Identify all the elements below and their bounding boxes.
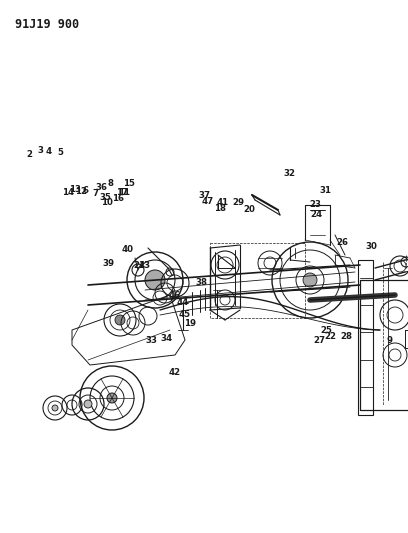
Text: 46: 46 xyxy=(169,292,181,300)
Text: 30: 30 xyxy=(365,242,377,251)
Text: 23: 23 xyxy=(309,200,322,208)
Text: 25: 25 xyxy=(320,326,333,335)
Text: 39: 39 xyxy=(102,260,114,268)
Text: 28: 28 xyxy=(340,333,352,341)
Text: 27: 27 xyxy=(313,336,326,344)
Text: 20: 20 xyxy=(244,205,256,214)
Text: 12: 12 xyxy=(75,188,87,196)
Bar xyxy=(210,243,305,318)
Text: 11: 11 xyxy=(118,189,131,197)
Text: 6: 6 xyxy=(83,187,89,195)
Text: 38: 38 xyxy=(195,278,207,287)
Text: 45: 45 xyxy=(178,310,191,319)
Text: 44: 44 xyxy=(177,298,189,307)
Bar xyxy=(358,260,373,415)
Text: 5: 5 xyxy=(58,148,63,157)
Text: 7: 7 xyxy=(93,189,99,198)
Text: 15: 15 xyxy=(122,180,135,188)
Text: 22: 22 xyxy=(324,333,337,341)
Text: 29: 29 xyxy=(233,198,245,207)
Circle shape xyxy=(145,270,165,290)
Text: 8: 8 xyxy=(108,180,114,188)
Bar xyxy=(405,330,408,348)
Text: 47: 47 xyxy=(202,197,214,206)
Text: 14: 14 xyxy=(62,189,75,197)
Text: 31: 31 xyxy=(319,187,332,195)
Text: 34: 34 xyxy=(160,334,173,343)
Text: 3: 3 xyxy=(38,147,44,155)
Text: 41: 41 xyxy=(217,198,229,207)
Text: 10: 10 xyxy=(101,198,113,207)
Text: 35: 35 xyxy=(99,193,111,201)
Text: 13: 13 xyxy=(69,185,82,194)
Text: 37: 37 xyxy=(199,191,211,200)
Circle shape xyxy=(115,315,125,325)
Circle shape xyxy=(303,273,317,287)
Text: 18: 18 xyxy=(214,205,226,213)
Text: 32: 32 xyxy=(284,169,296,177)
Circle shape xyxy=(84,400,92,408)
Text: 42: 42 xyxy=(169,368,181,376)
Text: 21: 21 xyxy=(133,261,146,270)
Text: 4: 4 xyxy=(45,147,51,156)
Text: 24: 24 xyxy=(310,210,322,219)
Text: 2: 2 xyxy=(27,150,32,159)
Text: 9: 9 xyxy=(387,336,392,344)
Text: 36: 36 xyxy=(95,183,107,192)
Text: 16: 16 xyxy=(112,195,124,203)
Text: 26: 26 xyxy=(337,238,349,247)
Text: 17: 17 xyxy=(116,189,129,197)
Circle shape xyxy=(107,393,117,403)
Text: 19: 19 xyxy=(184,319,196,328)
Text: 40: 40 xyxy=(121,245,133,254)
Text: 33: 33 xyxy=(145,336,157,344)
Text: 91J19 900: 91J19 900 xyxy=(15,18,79,31)
Bar xyxy=(360,280,408,410)
Circle shape xyxy=(52,405,58,411)
Text: 43: 43 xyxy=(139,261,151,270)
